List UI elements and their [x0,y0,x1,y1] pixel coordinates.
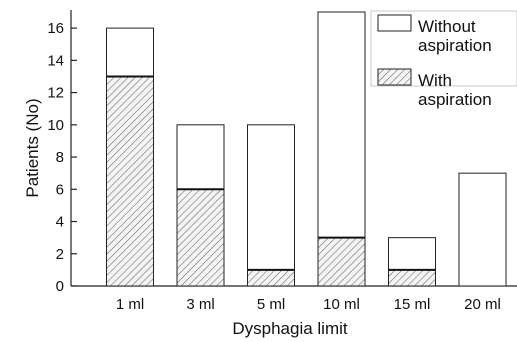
bar-without-aspiration [176,124,225,190]
x-tick-label: 3 ml [186,296,214,313]
x-tick-label: 10 ml [323,296,360,313]
legend-swatch [377,68,412,86]
bar-with-aspiration [106,75,154,287]
bar-with-aspiration [388,269,436,287]
y-tick-label: 16 [47,20,64,37]
bar-without-aspiration [247,124,295,271]
bar-without-aspiration [317,11,366,239]
y-tick-label: 4 [56,214,64,231]
x-tick-label: 15 ml [394,296,431,313]
legend-label-line2: aspiration [418,90,492,109]
bars [106,11,507,287]
legend-swatch [377,14,412,32]
bar-without-aspiration [106,27,154,77]
x-tick-label: 20 ml [464,296,501,313]
x-axis-title: Dysphagia limit [232,319,348,338]
x-tick-label: 1 ml [116,296,144,313]
bar-with-aspiration [176,188,225,287]
y-axis-title: Patients (No) [23,98,42,197]
y-tick-label: 6 [56,181,64,198]
legend-label-line1: With [418,71,452,90]
legend-label-line1: Without [418,17,476,36]
y-tick-label: 8 [56,149,64,166]
y-tick-label: 0 [56,278,64,295]
y-axis: 0 2 4 6 8 10 12 14 16 [47,10,77,295]
y-tick-label: 10 [47,117,64,134]
bar-without-aspiration [388,237,436,271]
x-tick-label: 5 ml [257,296,285,313]
bar-with-aspiration [317,237,366,287]
y-tick-label: 14 [47,52,64,69]
bar-without-aspiration [458,172,507,287]
legend-label-line2: aspiration [418,36,492,55]
y-tick-label: 2 [56,246,64,263]
y-tick-label: 12 [47,85,64,102]
bar-with-aspiration [247,269,295,287]
